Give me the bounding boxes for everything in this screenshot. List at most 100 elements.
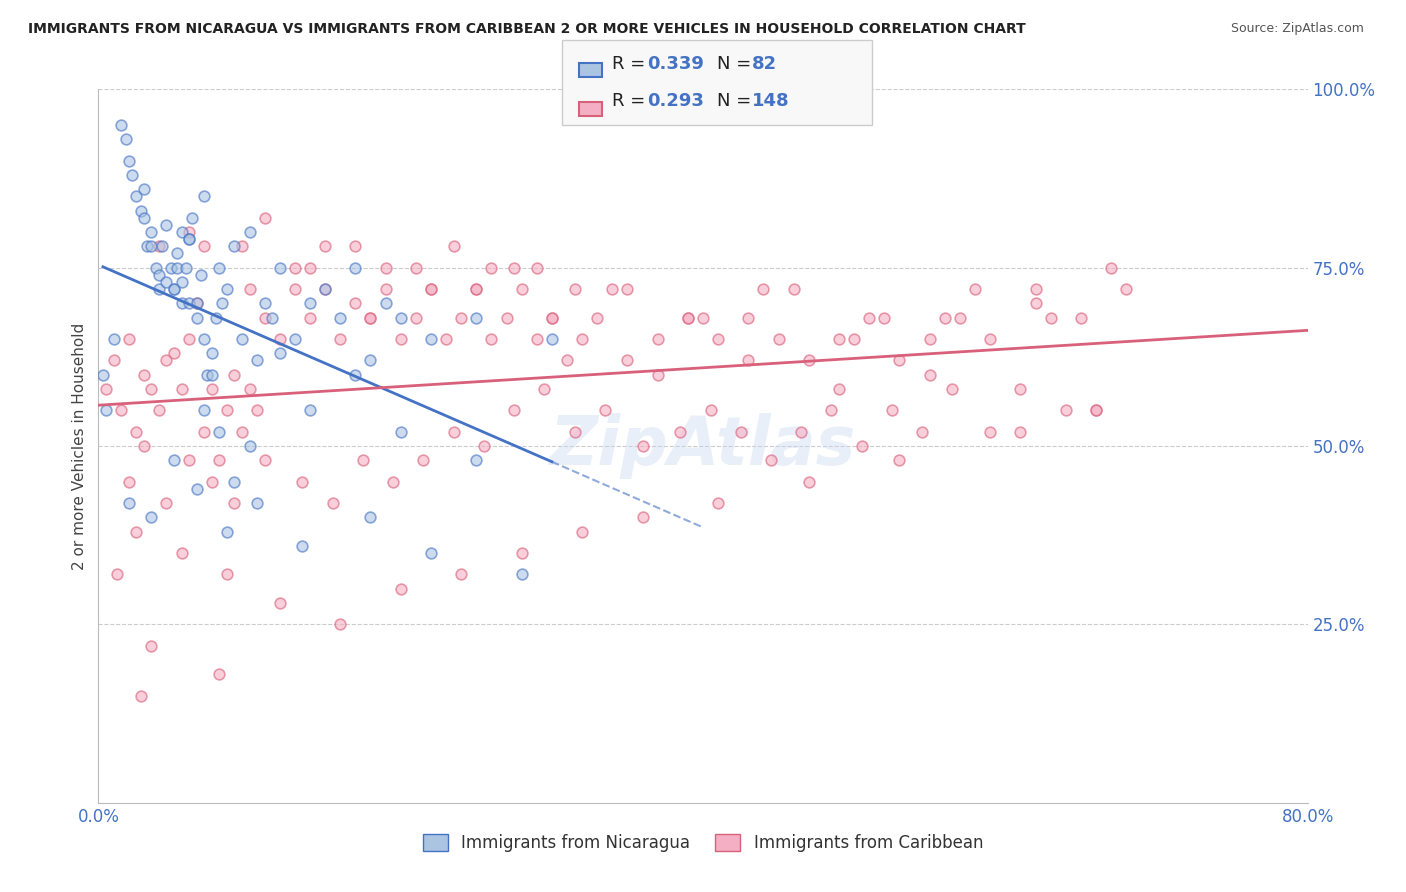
Point: [91, 368, 114, 382]
Point: [262, 310, 284, 325]
Point: [163, 346, 186, 360]
Point: [269, 596, 291, 610]
Point: [299, 260, 322, 275]
Point: [269, 346, 291, 360]
Point: [918, 332, 941, 346]
Point: [1115, 282, 1137, 296]
Point: [224, 496, 246, 510]
Point: [374, 296, 396, 310]
Point: [129, 203, 152, 218]
Point: [540, 310, 562, 325]
Point: [759, 453, 782, 467]
Point: [129, 689, 152, 703]
Point: [125, 524, 148, 539]
Point: [132, 368, 155, 382]
Point: [949, 310, 972, 325]
Text: N =: N =: [717, 55, 756, 73]
Point: [737, 310, 759, 325]
Point: [224, 368, 246, 382]
Point: [880, 403, 903, 417]
Point: [851, 439, 873, 453]
Point: [299, 310, 322, 325]
Point: [692, 310, 714, 325]
Point: [828, 382, 851, 396]
Point: [166, 246, 188, 260]
Point: [443, 425, 465, 439]
Point: [148, 282, 170, 296]
Point: [586, 310, 609, 325]
Point: [564, 282, 586, 296]
Point: [118, 496, 141, 510]
Point: [170, 296, 193, 310]
Point: [1039, 310, 1062, 325]
Point: [193, 403, 215, 417]
Point: [965, 282, 987, 296]
Point: [181, 211, 204, 225]
Point: [889, 453, 911, 467]
Point: [141, 239, 163, 253]
Point: [186, 482, 208, 496]
Point: [94, 382, 117, 396]
Point: [631, 510, 654, 524]
Point: [631, 439, 654, 453]
Point: [420, 282, 443, 296]
Point: [329, 332, 352, 346]
Point: [344, 239, 367, 253]
Point: [389, 582, 412, 596]
Point: [602, 282, 624, 296]
Point: [503, 260, 526, 275]
Point: [374, 282, 396, 296]
Point: [344, 260, 367, 275]
Point: [495, 310, 517, 325]
Point: [121, 168, 143, 182]
Point: [707, 332, 730, 346]
Point: [314, 282, 336, 296]
Point: [291, 475, 314, 489]
Point: [510, 567, 533, 582]
Point: [179, 332, 201, 346]
Point: [533, 382, 555, 396]
Point: [472, 439, 495, 453]
Point: [170, 382, 193, 396]
Point: [239, 382, 262, 396]
Point: [526, 332, 548, 346]
Point: [201, 382, 224, 396]
Point: [132, 182, 155, 196]
Point: [844, 332, 866, 346]
Point: [593, 403, 616, 417]
Point: [389, 310, 412, 325]
Point: [382, 475, 405, 489]
Y-axis label: 2 or more Vehicles in Household: 2 or more Vehicles in Household: [72, 322, 87, 570]
Point: [141, 382, 163, 396]
Point: [125, 425, 148, 439]
Point: [571, 332, 593, 346]
Text: 0.293: 0.293: [647, 92, 703, 110]
Point: [239, 282, 262, 296]
Point: [322, 496, 344, 510]
Text: 148: 148: [752, 92, 790, 110]
Point: [170, 275, 193, 289]
Point: [208, 453, 231, 467]
Point: [246, 496, 269, 510]
Point: [911, 425, 934, 439]
Point: [1054, 403, 1077, 417]
Point: [94, 403, 117, 417]
Point: [201, 475, 224, 489]
Point: [215, 403, 238, 417]
Point: [231, 425, 253, 439]
Point: [389, 425, 412, 439]
Point: [208, 260, 231, 275]
Point: [979, 425, 1001, 439]
Point: [873, 310, 896, 325]
Point: [540, 332, 562, 346]
Point: [231, 239, 253, 253]
Point: [201, 346, 224, 360]
Point: [434, 332, 457, 346]
Point: [224, 239, 246, 253]
Point: [352, 453, 374, 467]
Point: [564, 425, 586, 439]
Point: [790, 425, 813, 439]
Point: [616, 282, 638, 296]
Text: N =: N =: [717, 92, 756, 110]
Point: [1010, 382, 1032, 396]
